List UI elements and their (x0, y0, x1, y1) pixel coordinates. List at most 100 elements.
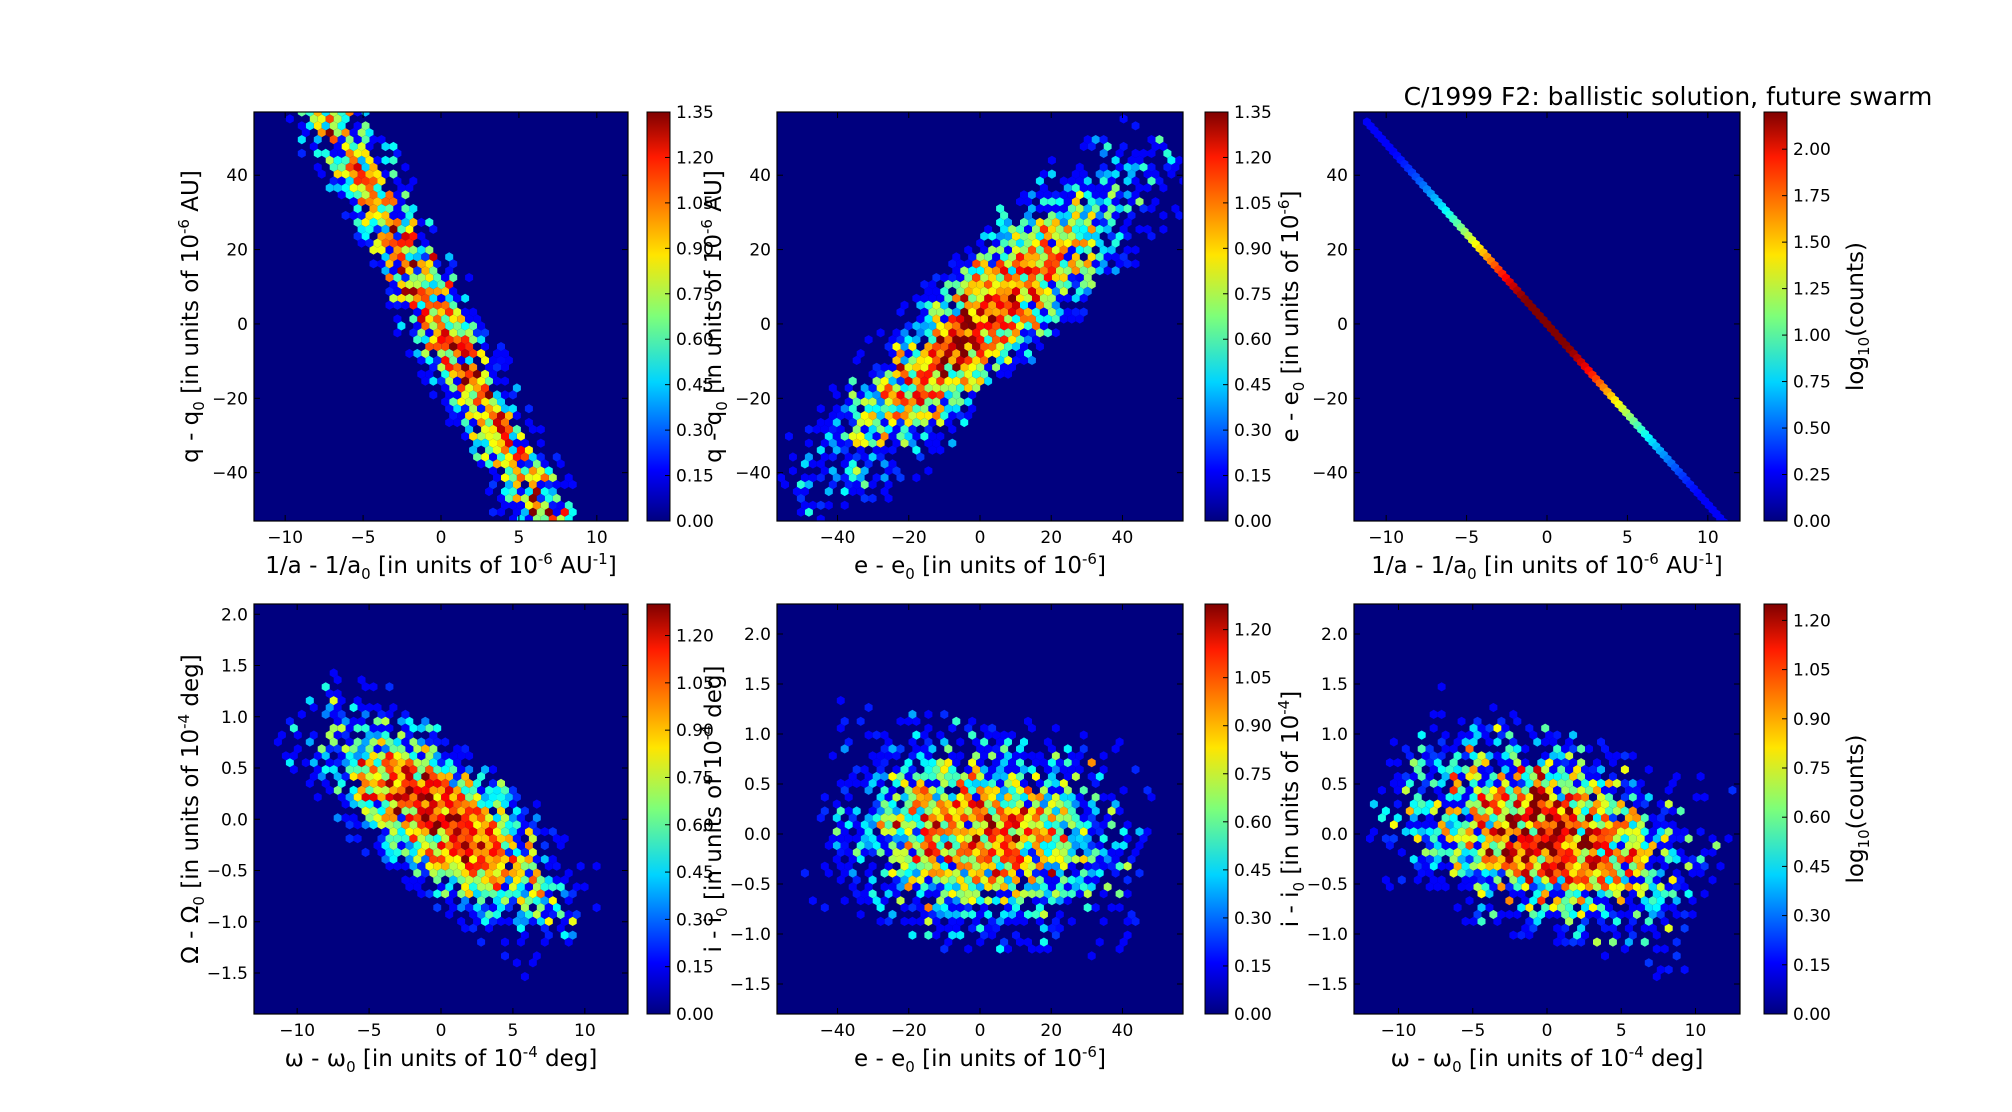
hexbin-cell (928, 854, 937, 864)
hexbin-cell (532, 486, 541, 497)
hexbin-cell (1043, 300, 1052, 310)
hexbin-cell (433, 751, 442, 761)
hexbin-cell (972, 369, 981, 379)
hexbin-cell (1401, 827, 1410, 837)
hexbin-cell (297, 148, 306, 158)
hexbin-cell (1585, 840, 1593, 851)
hexbin-cell (1008, 771, 1016, 782)
hexbin-cell (1091, 190, 1100, 200)
hexbin-cell (1095, 210, 1104, 221)
hexbin-cell (996, 300, 1005, 310)
hexbin-cell (1028, 314, 1036, 324)
hexbin-cell (860, 847, 869, 857)
hexbin-cell (1401, 744, 1410, 754)
hexbin-cell (1577, 840, 1586, 851)
hexbin-cell (1075, 204, 1084, 214)
hexbin-cell (904, 827, 913, 837)
hexbin-cell (481, 383, 489, 393)
hexbin-cell (908, 765, 917, 775)
hexbin-cell (856, 854, 865, 864)
hexbin-cell (1529, 785, 1538, 795)
hexbin-cell (333, 771, 342, 782)
hexbin-cell (437, 771, 446, 782)
hexbin-cell (916, 411, 925, 421)
hexbin-cell (888, 813, 897, 823)
y-tick-label: 40 (1326, 166, 1348, 186)
hexbin-cell (1581, 765, 1589, 775)
hexbin-cell (1131, 148, 1140, 158)
hexbin-cell (1609, 785, 1617, 795)
hexbin-cell (286, 59, 294, 68)
hexbin-cell (544, 930, 553, 940)
hexbin-cell (1421, 847, 1430, 857)
hexbin-cell (453, 854, 462, 864)
hexbin-cell (405, 744, 414, 754)
hexbin-cell (1087, 224, 1096, 234)
hexbin-cell (944, 868, 953, 878)
hexbin-cell (1079, 141, 1088, 152)
hexbin-cell (393, 328, 402, 338)
hexbin-cell (545, 577, 553, 586)
hexbin-cell (1047, 210, 1056, 221)
hexbin-cell (1593, 840, 1601, 851)
hexbin-cell (968, 785, 977, 795)
hexbin-cell (629, 666, 637, 675)
hexbin-cell (481, 452, 489, 462)
hexbin-cell (333, 155, 342, 165)
hexbin-cell (840, 744, 849, 754)
hexbin-cell (1071, 827, 1080, 837)
hexbin-cell (341, 716, 350, 726)
hexbin-cell (936, 293, 945, 303)
hexbin-cell (469, 840, 478, 851)
hexbin-cell (908, 397, 917, 407)
hexbin-cell (540, 473, 549, 483)
hexbin-cell (321, 751, 330, 761)
hexbin-cell (1131, 916, 1140, 926)
hexbin-cell (1012, 889, 1020, 899)
hexbin-cell (413, 335, 422, 345)
hexbin-cell (1513, 882, 1522, 892)
hexbin-cell (365, 128, 374, 138)
hexbin-cell (1000, 758, 1009, 768)
hexbin-cell (1477, 751, 1486, 761)
hexbin-cell (512, 820, 521, 830)
hexbin-cell (361, 751, 370, 761)
hexbin-cell (1012, 314, 1020, 324)
colorbar-tick-label: 1.05 (1234, 194, 1272, 214)
hexbin-cell (333, 702, 342, 713)
hexbin-cell (984, 730, 993, 740)
hexbin-cell (1004, 273, 1012, 283)
hexbin-cell (389, 744, 398, 754)
hexbin-cell (952, 252, 961, 262)
hexbin-cell (1119, 114, 1128, 124)
hexbin-cell (796, 480, 805, 490)
hexbin-cell (557, 528, 565, 537)
colorbar-tick-label: 0.30 (1234, 909, 1272, 929)
hexbin-cell (385, 820, 394, 830)
hexbin-cell (1059, 190, 1068, 200)
hexbin-cell (912, 293, 921, 303)
hexbin-cell (1497, 813, 1506, 823)
hexbin-cell (924, 765, 933, 775)
hexbin-cell (1533, 889, 1542, 899)
hexbin-cell (936, 799, 945, 809)
hexbin-cell (920, 785, 929, 795)
hexbin-cell (309, 702, 318, 713)
hexbin-cell (976, 376, 985, 386)
hexbin-cell (1656, 965, 1665, 975)
hexbin-cell (924, 903, 933, 913)
x-tick-label: −20 (891, 528, 927, 548)
hexbin-cell (361, 682, 370, 692)
hexbin-cell (516, 486, 525, 497)
hexbin-cell (1612, 847, 1621, 857)
hexbin-cell (1115, 903, 1124, 913)
hexbin-cell (888, 390, 897, 400)
hexbin-cell (1561, 785, 1570, 795)
hexbin-cell (1501, 778, 1510, 788)
hexbin-cell (524, 827, 533, 837)
hexbin-cell (980, 259, 989, 269)
hexbin-cell (980, 245, 989, 255)
hexbin-cell (956, 355, 965, 365)
hexbin-cell (1127, 197, 1136, 207)
hexbin-cell (940, 286, 949, 296)
